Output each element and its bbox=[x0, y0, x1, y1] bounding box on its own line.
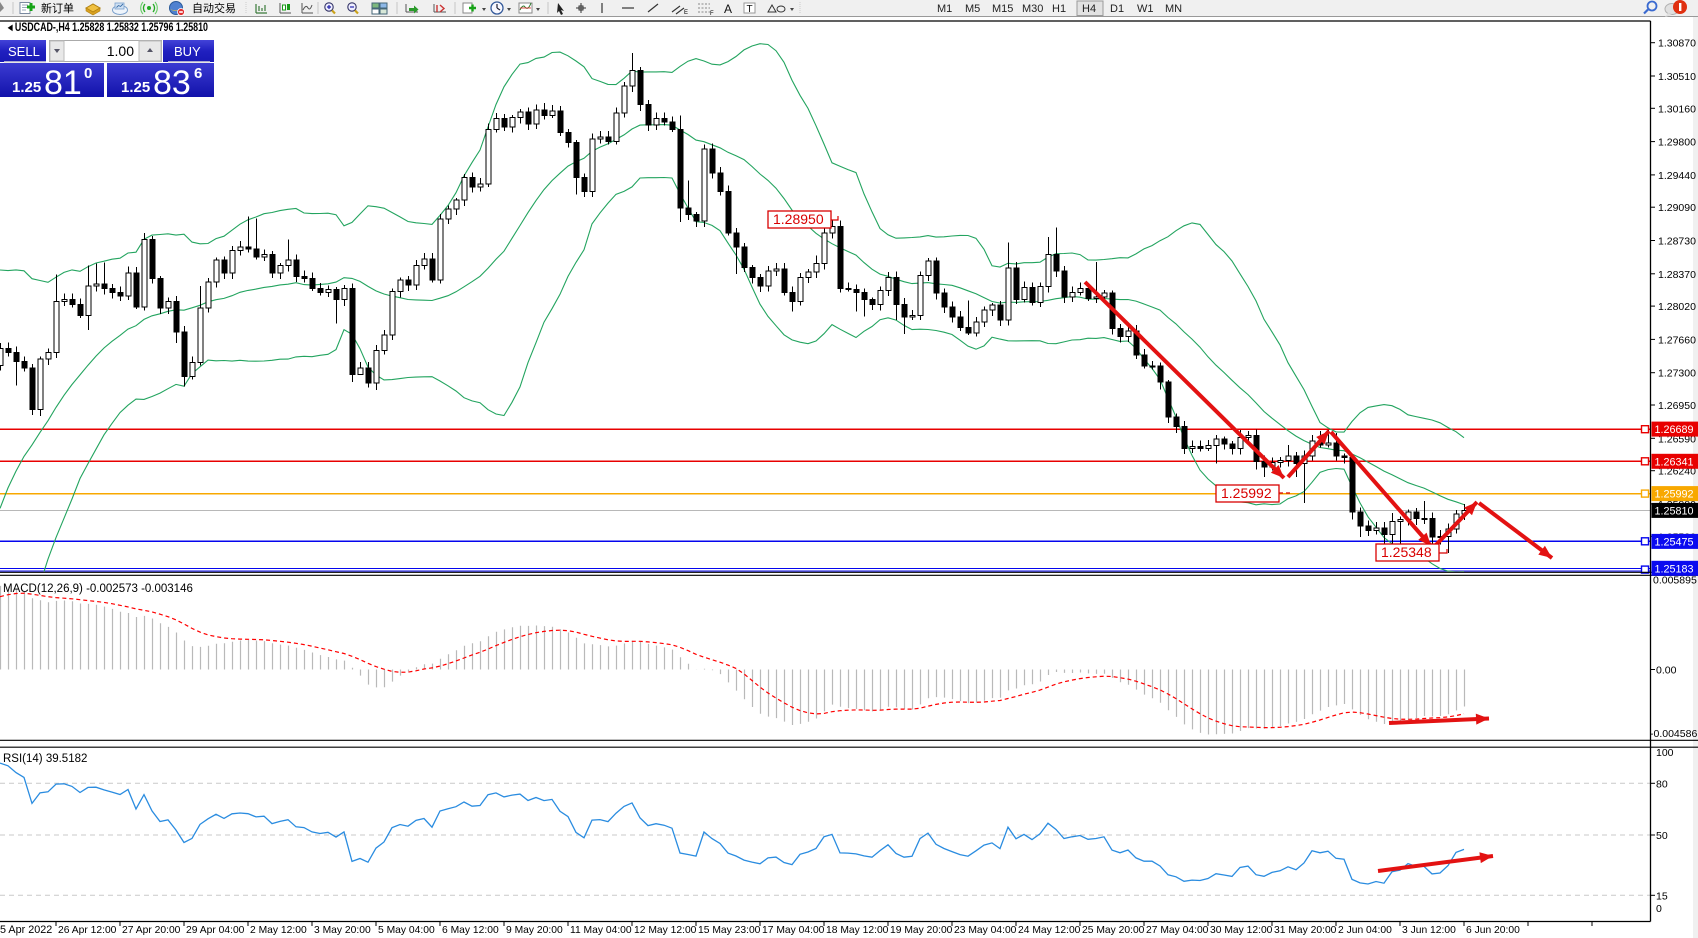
svg-text:M5: M5 bbox=[965, 3, 980, 15]
svg-text:MN: MN bbox=[1165, 3, 1182, 15]
svg-text:1.27300: 1.27300 bbox=[1658, 368, 1696, 380]
svg-text:1.30870: 1.30870 bbox=[1658, 38, 1696, 50]
svg-text:25 May 20:00: 25 May 20:00 bbox=[1082, 925, 1145, 936]
svg-text:E: E bbox=[684, 10, 688, 16]
svg-text:9 May 20:00: 9 May 20:00 bbox=[506, 925, 563, 936]
svg-text:3 Jun 12:00: 3 Jun 12:00 bbox=[1402, 925, 1456, 936]
svg-text:1.26950: 1.26950 bbox=[1658, 400, 1696, 412]
svg-text:0.005895: 0.005895 bbox=[1653, 575, 1697, 587]
svg-text:1.25: 1.25 bbox=[121, 79, 150, 96]
svg-text:1.27660: 1.27660 bbox=[1658, 334, 1696, 346]
svg-text:15: 15 bbox=[1656, 890, 1668, 902]
svg-text:1.25810: 1.25810 bbox=[1655, 505, 1694, 517]
svg-text:1.29800: 1.29800 bbox=[1658, 137, 1696, 149]
svg-text:BUY: BUY bbox=[174, 44, 201, 59]
svg-text:24 May 12:00: 24 May 12:00 bbox=[1018, 925, 1081, 936]
svg-text:M30: M30 bbox=[1022, 3, 1043, 15]
svg-text:2 Jun 04:00: 2 Jun 04:00 bbox=[1338, 925, 1392, 936]
svg-text:80: 80 bbox=[1656, 778, 1668, 790]
svg-text:6: 6 bbox=[194, 65, 202, 82]
svg-text:27 Apr 20:00: 27 Apr 20:00 bbox=[122, 925, 181, 936]
svg-text:-0.004586: -0.004586 bbox=[1650, 728, 1697, 740]
svg-text:31 May 20:00: 31 May 20:00 bbox=[1274, 925, 1337, 936]
svg-text:27 May 04:00: 27 May 04:00 bbox=[1146, 925, 1209, 936]
svg-text:0: 0 bbox=[1656, 903, 1662, 915]
svg-text:29 Apr 04:00: 29 Apr 04:00 bbox=[186, 925, 245, 936]
svg-text:5 Apr 2022: 5 Apr 2022 bbox=[0, 924, 52, 936]
svg-text:19 May 20:00: 19 May 20:00 bbox=[890, 925, 953, 936]
svg-text:A: A bbox=[724, 2, 732, 16]
svg-text:100: 100 bbox=[1656, 747, 1674, 759]
svg-text:1.29440: 1.29440 bbox=[1658, 170, 1696, 182]
svg-text:1.25992: 1.25992 bbox=[1655, 489, 1694, 501]
svg-text:1.25348: 1.25348 bbox=[1381, 544, 1432, 560]
svg-text:1.28370: 1.28370 bbox=[1658, 269, 1696, 281]
svg-text:T: T bbox=[747, 4, 753, 15]
svg-text:6 May 12:00: 6 May 12:00 bbox=[442, 925, 499, 936]
svg-text:3 May 20:00: 3 May 20:00 bbox=[314, 925, 371, 936]
svg-text:SELL: SELL bbox=[8, 44, 40, 59]
svg-text:H1: H1 bbox=[1052, 3, 1066, 15]
svg-text:0: 0 bbox=[84, 65, 92, 82]
svg-text:1.25475: 1.25475 bbox=[1655, 536, 1694, 548]
svg-text:83: 83 bbox=[153, 64, 191, 102]
svg-text:1.28020: 1.28020 bbox=[1658, 301, 1696, 313]
svg-text:26 Apr 12:00: 26 Apr 12:00 bbox=[58, 925, 117, 936]
svg-text:50: 50 bbox=[1656, 830, 1668, 842]
svg-text:F: F bbox=[710, 11, 714, 17]
svg-text:1.30160: 1.30160 bbox=[1658, 103, 1696, 115]
svg-text:◂ USDCAD-,H4 1.25828 1.25832: ◂ USDCAD-,H4 1.25828 1.25832 1.25796 1.2… bbox=[7, 20, 208, 34]
svg-text:6 Jun 20:00: 6 Jun 20:00 bbox=[1466, 925, 1520, 936]
svg-text:1.30510: 1.30510 bbox=[1658, 71, 1696, 83]
svg-text:1.26341: 1.26341 bbox=[1655, 456, 1694, 468]
svg-text:81: 81 bbox=[44, 64, 82, 102]
svg-text:H4: H4 bbox=[1082, 3, 1096, 15]
svg-text:1.29090: 1.29090 bbox=[1658, 202, 1696, 214]
svg-text:M15: M15 bbox=[992, 3, 1013, 15]
svg-text:15 May 23:00: 15 May 23:00 bbox=[698, 925, 761, 936]
svg-text:1.28730: 1.28730 bbox=[1658, 236, 1696, 248]
svg-text:1.25: 1.25 bbox=[12, 79, 41, 96]
svg-text:30 May 12:00: 30 May 12:00 bbox=[1210, 925, 1273, 936]
svg-text:1.25183: 1.25183 bbox=[1655, 563, 1694, 575]
svg-text:5 May 04:00: 5 May 04:00 bbox=[378, 925, 435, 936]
svg-text:自动交易: 自动交易 bbox=[192, 1, 236, 15]
svg-text:17 May 04:00: 17 May 04:00 bbox=[762, 925, 825, 936]
svg-text:D1: D1 bbox=[1110, 3, 1124, 15]
svg-text:11 May 04:00: 11 May 04:00 bbox=[570, 925, 632, 936]
svg-text:0.00: 0.00 bbox=[1656, 665, 1677, 677]
svg-text:M1: M1 bbox=[937, 3, 952, 15]
svg-text:2 May 12:00: 2 May 12:00 bbox=[250, 925, 307, 936]
svg-text:12 May 12:00: 12 May 12:00 bbox=[634, 925, 697, 936]
svg-text:新订单: 新订单 bbox=[41, 1, 74, 15]
svg-text:1.00: 1.00 bbox=[107, 43, 134, 59]
svg-text:RSI(14) 39.5182: RSI(14) 39.5182 bbox=[3, 753, 87, 765]
svg-text:W1: W1 bbox=[1137, 3, 1154, 15]
svg-text:MACD(12,26,9) -0.002573 -0.003: MACD(12,26,9) -0.002573 -0.003146 bbox=[3, 583, 193, 595]
svg-text:1.25992: 1.25992 bbox=[1221, 485, 1272, 501]
svg-text:1.28950: 1.28950 bbox=[773, 211, 824, 227]
svg-text:18 May 12:00: 18 May 12:00 bbox=[826, 925, 889, 936]
svg-text:23 May 04:00: 23 May 04:00 bbox=[954, 925, 1017, 936]
svg-text:1.26689: 1.26689 bbox=[1655, 424, 1694, 436]
